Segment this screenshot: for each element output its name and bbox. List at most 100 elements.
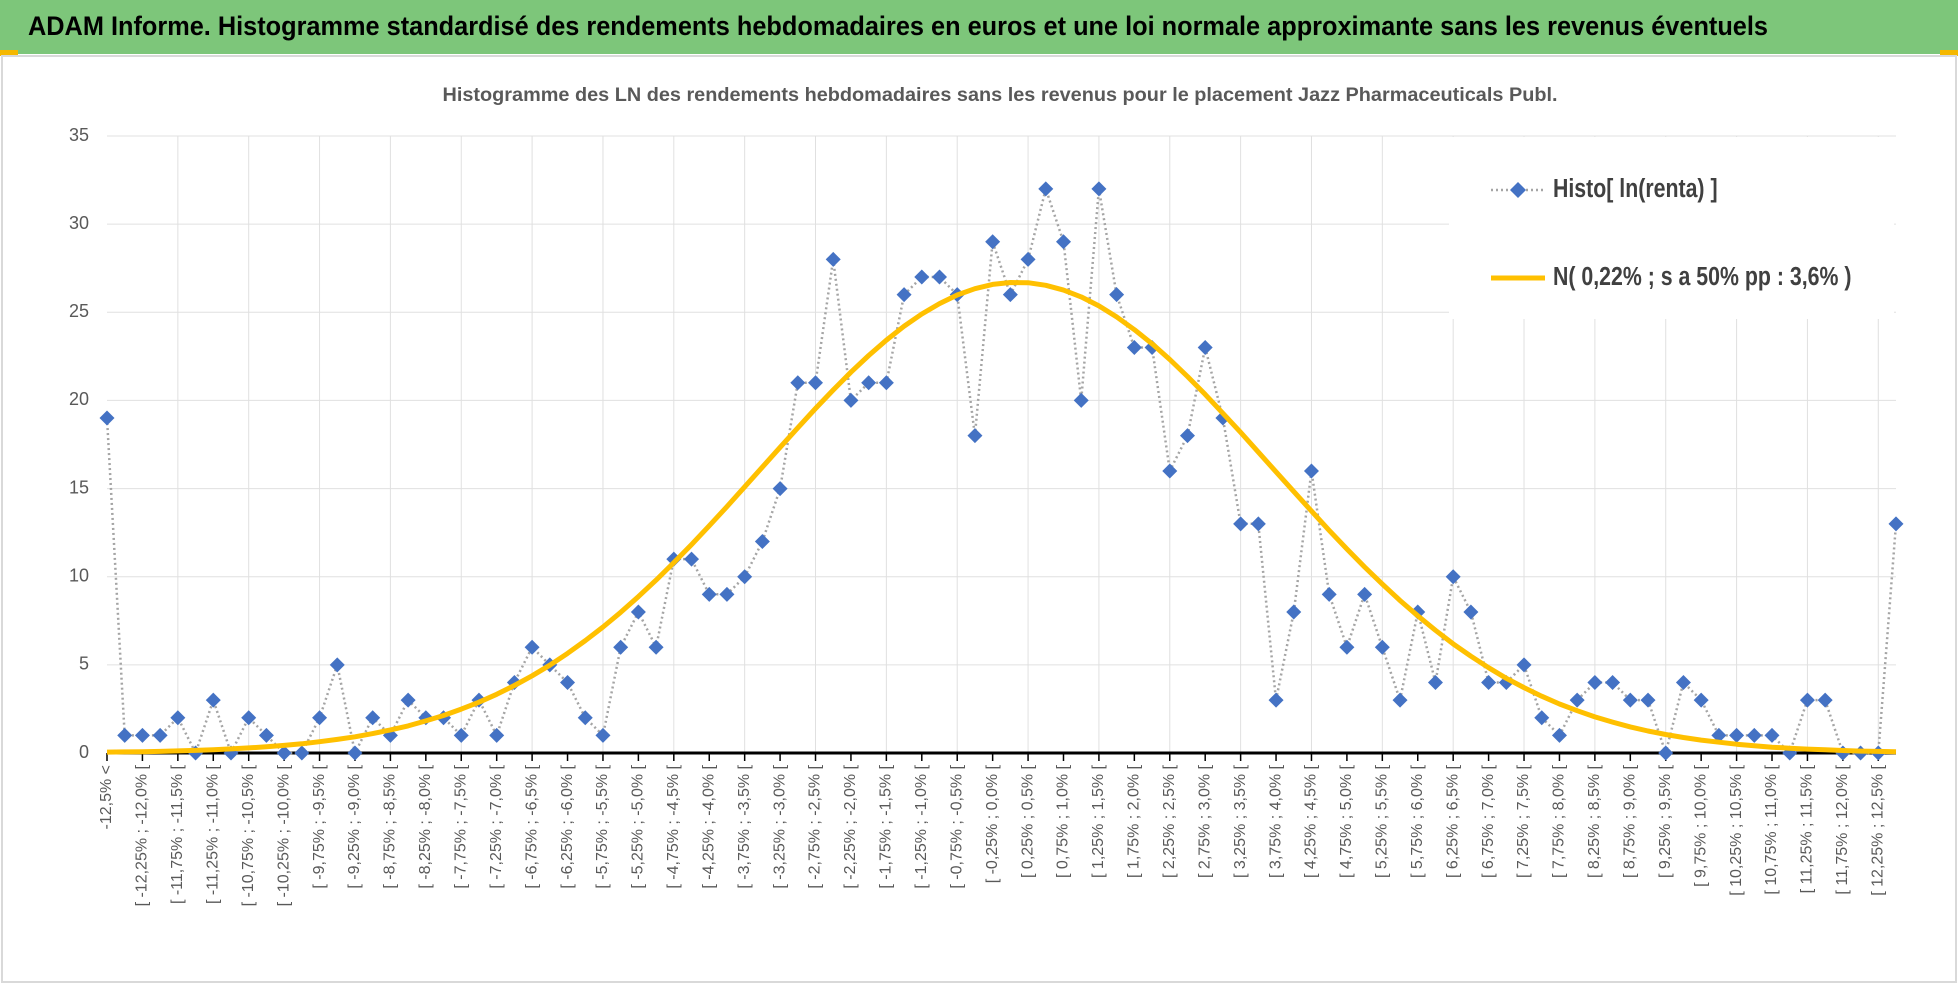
x-tick-label: [ -0,25% ; 0,0% [ bbox=[984, 764, 1001, 883]
x-tick-label: [ -1,25% ; -1,0% [ bbox=[913, 764, 930, 888]
x-tick-label: [ -1,75% ; -1,5% [ bbox=[878, 764, 895, 888]
point bbox=[595, 727, 611, 743]
x-tick-label: [ 8,75% ; 9,0% [ bbox=[1622, 764, 1639, 878]
point bbox=[347, 745, 363, 761]
x-tick-label: [ 4,25% ; 4,5% [ bbox=[1303, 764, 1320, 878]
point bbox=[1268, 692, 1284, 708]
point bbox=[1445, 569, 1461, 585]
x-tick-label: [ -9,75% ; -9,5% [ bbox=[311, 764, 328, 888]
x-tick-label: [ -5,75% ; -5,5% [ bbox=[594, 764, 611, 888]
point bbox=[1640, 692, 1656, 708]
point bbox=[825, 251, 841, 267]
y-tick-label: 0 bbox=[79, 742, 89, 762]
x-tick-label: [ 6,75% ; 7,0% [ bbox=[1480, 764, 1497, 878]
point bbox=[1587, 674, 1603, 690]
x-tick-label: [ 1,25% ; 1,5% [ bbox=[1090, 764, 1107, 878]
point bbox=[1463, 604, 1479, 620]
y-tick-label: 20 bbox=[69, 389, 89, 409]
point bbox=[1109, 287, 1125, 303]
point bbox=[701, 586, 717, 602]
x-tick-label: [ 3,25% ; 3,5% [ bbox=[1232, 764, 1249, 878]
chart-frame bbox=[1, 55, 1957, 983]
header-title: ADAM Informe. Histogramme standardisé de… bbox=[28, 11, 1768, 41]
x-tick-label: [ -7,75% ; -7,5% [ bbox=[452, 764, 469, 888]
point bbox=[134, 727, 150, 743]
point bbox=[719, 586, 735, 602]
point bbox=[152, 727, 168, 743]
point bbox=[932, 269, 948, 285]
point bbox=[241, 710, 257, 726]
point bbox=[329, 657, 345, 673]
point bbox=[560, 674, 576, 690]
point bbox=[365, 710, 381, 726]
point bbox=[878, 375, 894, 391]
point bbox=[1569, 692, 1585, 708]
x-tick-label: [ -6,25% ; -6,0% [ bbox=[559, 764, 576, 888]
point bbox=[1658, 745, 1674, 761]
point bbox=[489, 727, 505, 743]
point bbox=[99, 410, 115, 426]
x-tick-label: [ -7,25% ; -7,0% [ bbox=[488, 764, 505, 888]
point bbox=[1073, 392, 1089, 408]
point bbox=[1817, 692, 1833, 708]
x-tick-label: [ 12,25% ; 12,5% [ bbox=[1870, 764, 1887, 895]
point bbox=[1357, 586, 1373, 602]
legend-item: Histo[ ln(renta) ] bbox=[1491, 174, 1718, 203]
point bbox=[294, 745, 310, 761]
x-tick-label: [ 11,75% ; 12,0% [ bbox=[1834, 764, 1851, 894]
legend-item: N( 0,22% ; s a 50% pp : 3,6% ) bbox=[1491, 262, 1851, 292]
point bbox=[914, 269, 930, 285]
point bbox=[1392, 692, 1408, 708]
point bbox=[772, 481, 788, 497]
y-tick-label: 35 bbox=[69, 125, 89, 145]
x-tick-label: [ 4,75% ; 5,0% [ bbox=[1338, 764, 1355, 878]
x-tick-label: [ 5,25% ; 5,5% [ bbox=[1374, 764, 1391, 878]
x-tick-label: [ 10,25% ; 10,5% [ bbox=[1728, 764, 1745, 895]
x-tick-label: [ 0,25% ; 0,5% [ bbox=[1019, 764, 1036, 878]
point bbox=[524, 639, 540, 655]
point bbox=[276, 745, 292, 761]
x-tick-label: [ 5,75% ; 6,0% [ bbox=[1409, 764, 1426, 878]
point bbox=[843, 392, 859, 408]
x-tick-label: [ 7,75% ; 8,0% [ bbox=[1551, 764, 1568, 878]
point bbox=[613, 639, 629, 655]
legend-marker bbox=[1510, 182, 1526, 198]
point bbox=[1605, 674, 1621, 690]
point bbox=[1374, 639, 1390, 655]
x-tick-label: [ -6,75% ; -6,5% [ bbox=[523, 764, 540, 888]
corner bbox=[1940, 50, 1958, 56]
x-tick-label: [ -11,75% ; -11,5% [ bbox=[169, 764, 186, 904]
x-tick-label: [ -3,25% ; -3,0% [ bbox=[771, 764, 788, 888]
point bbox=[1427, 674, 1443, 690]
plot: 0 5 10 15 20 25 30 35 -12,5% < [ -12,25% ; -12,0%… bbox=[69, 125, 1904, 906]
point bbox=[1888, 516, 1904, 532]
point bbox=[1622, 692, 1638, 708]
x-tick-label: [ 0,75% ; 1,0% [ bbox=[1055, 764, 1072, 878]
point bbox=[1799, 692, 1815, 708]
y-tick-label: 30 bbox=[69, 213, 89, 233]
x-tick-label: [ -0,75% ; -0,5% [ bbox=[948, 764, 965, 888]
point bbox=[1675, 674, 1691, 690]
point bbox=[967, 428, 983, 444]
x-tick-label: [ -8,75% ; -8,5% [ bbox=[382, 764, 399, 888]
x-tick-label: [ -11,25% ; -11,0% [ bbox=[204, 764, 221, 904]
x-tick-label: [ 1,75% ; 2,0% [ bbox=[1126, 764, 1143, 878]
x-tick-label: [ -4,75% ; -4,5% [ bbox=[665, 764, 682, 888]
x-tick-label: [ -2,75% ; -2,5% [ bbox=[807, 764, 824, 888]
point bbox=[1250, 516, 1266, 532]
point bbox=[1729, 727, 1745, 743]
x-tick-label: [ 7,25% ; 7,5% [ bbox=[1515, 764, 1532, 878]
point bbox=[1020, 251, 1036, 267]
y-tick-label: 5 bbox=[79, 654, 89, 674]
chart-title: Histogramme des LN des rendements hebdom… bbox=[443, 85, 1558, 106]
point bbox=[1551, 727, 1567, 743]
point bbox=[1764, 727, 1780, 743]
x-tick-label: [ 9,75% ; 10,0% [ bbox=[1692, 764, 1709, 886]
y-tick-label: 25 bbox=[69, 301, 89, 321]
point bbox=[1746, 727, 1762, 743]
point bbox=[790, 375, 806, 391]
legend-label: N( 0,22% ; s a 50% pp : 3,6% ) bbox=[1553, 262, 1851, 292]
x-tick-label: [ 8,25% ; 8,5% [ bbox=[1586, 764, 1603, 878]
point bbox=[1126, 340, 1142, 356]
point bbox=[684, 551, 700, 567]
